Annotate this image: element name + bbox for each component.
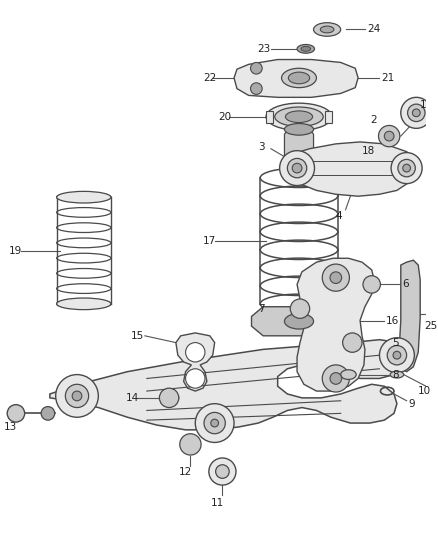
Text: 9: 9 (409, 399, 415, 409)
Circle shape (408, 104, 425, 122)
Circle shape (287, 158, 307, 178)
Text: 15: 15 (131, 331, 145, 341)
Ellipse shape (275, 107, 323, 126)
Circle shape (378, 125, 400, 147)
Text: 13: 13 (4, 422, 17, 432)
Ellipse shape (343, 338, 362, 348)
Text: 21: 21 (381, 73, 395, 83)
Ellipse shape (57, 191, 111, 203)
Text: 23: 23 (257, 44, 271, 54)
Ellipse shape (288, 72, 310, 84)
Circle shape (195, 403, 234, 442)
Circle shape (363, 276, 381, 293)
Circle shape (391, 152, 422, 183)
Text: 25: 25 (424, 321, 437, 331)
Polygon shape (176, 333, 215, 391)
Polygon shape (325, 111, 332, 123)
Circle shape (401, 98, 432, 128)
Polygon shape (399, 260, 420, 372)
Circle shape (209, 458, 236, 485)
Ellipse shape (297, 44, 314, 53)
Circle shape (251, 62, 262, 74)
Ellipse shape (314, 23, 341, 36)
Text: 19: 19 (9, 246, 22, 255)
Circle shape (72, 391, 82, 401)
Circle shape (393, 351, 401, 359)
Text: 22: 22 (203, 73, 216, 83)
Circle shape (398, 159, 415, 177)
Circle shape (204, 413, 225, 434)
Text: 8: 8 (392, 369, 399, 379)
Ellipse shape (286, 111, 313, 123)
Polygon shape (284, 142, 416, 196)
Circle shape (290, 299, 310, 318)
Circle shape (343, 333, 362, 352)
Ellipse shape (57, 298, 111, 310)
Ellipse shape (301, 46, 311, 51)
Text: 17: 17 (203, 236, 216, 246)
Ellipse shape (266, 103, 332, 130)
Text: 14: 14 (125, 393, 139, 403)
Circle shape (56, 375, 99, 417)
Circle shape (211, 419, 219, 427)
Circle shape (330, 272, 342, 284)
Text: 1: 1 (420, 100, 427, 110)
Polygon shape (297, 259, 374, 391)
Circle shape (413, 109, 420, 117)
Polygon shape (50, 340, 409, 430)
Text: 3: 3 (258, 142, 265, 152)
Text: 24: 24 (367, 25, 380, 35)
Circle shape (292, 163, 302, 173)
Circle shape (403, 164, 410, 172)
Text: 11: 11 (211, 497, 224, 507)
Text: 12: 12 (179, 466, 192, 477)
Polygon shape (234, 60, 358, 98)
Text: 16: 16 (386, 316, 399, 326)
Circle shape (41, 407, 55, 420)
Ellipse shape (320, 26, 334, 33)
Text: 4: 4 (336, 211, 343, 221)
Circle shape (322, 264, 350, 291)
Text: 2: 2 (370, 115, 376, 125)
Circle shape (186, 369, 205, 388)
Circle shape (387, 345, 406, 365)
Circle shape (322, 365, 350, 392)
Ellipse shape (341, 370, 356, 379)
Circle shape (330, 373, 342, 384)
Ellipse shape (390, 371, 404, 378)
Text: 6: 6 (403, 279, 410, 289)
Polygon shape (266, 111, 273, 123)
Circle shape (159, 388, 179, 408)
Ellipse shape (159, 393, 179, 403)
Circle shape (65, 384, 88, 408)
Text: 18: 18 (362, 146, 375, 156)
Text: 7: 7 (258, 304, 265, 313)
Circle shape (180, 434, 201, 455)
Text: 5: 5 (392, 337, 399, 348)
Polygon shape (284, 130, 314, 171)
Ellipse shape (284, 124, 314, 135)
Circle shape (279, 151, 314, 185)
Polygon shape (251, 306, 352, 336)
Circle shape (215, 465, 229, 478)
Circle shape (186, 343, 205, 362)
Ellipse shape (284, 313, 314, 329)
Text: 20: 20 (219, 112, 232, 122)
Ellipse shape (282, 68, 316, 87)
Circle shape (384, 131, 394, 141)
Circle shape (379, 338, 414, 373)
Circle shape (7, 405, 25, 422)
Text: 10: 10 (418, 386, 431, 396)
Circle shape (251, 83, 262, 94)
